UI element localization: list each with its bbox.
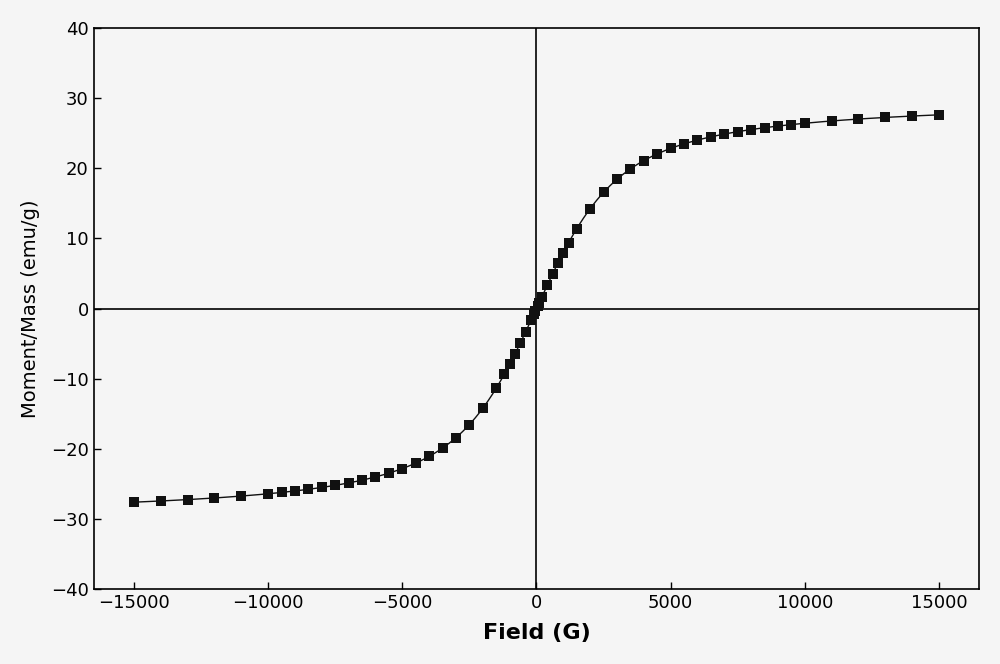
Point	[850, 114, 866, 124]
Point	[569, 224, 585, 234]
Point	[488, 383, 504, 394]
Point	[408, 457, 424, 468]
Point	[512, 338, 528, 349]
Point	[367, 471, 383, 482]
Point	[507, 349, 523, 359]
Point	[527, 306, 543, 317]
Point	[260, 489, 276, 499]
Point	[676, 139, 692, 149]
Point	[461, 419, 477, 430]
Point	[730, 126, 746, 137]
Point	[435, 443, 451, 454]
Point	[904, 111, 920, 122]
Point	[622, 163, 638, 174]
Point	[534, 291, 550, 302]
Point	[381, 468, 397, 479]
Point	[877, 112, 893, 123]
Point	[561, 237, 577, 248]
Point	[518, 327, 534, 337]
Point	[663, 143, 679, 154]
Point	[531, 297, 547, 308]
Point	[126, 497, 142, 507]
Point	[596, 187, 612, 198]
Point	[797, 118, 813, 129]
Point	[502, 359, 518, 370]
Point	[274, 487, 290, 498]
Point	[530, 300, 546, 311]
Point	[233, 491, 249, 501]
Point	[421, 451, 437, 461]
Point	[394, 463, 410, 474]
Point	[354, 475, 370, 485]
Point	[327, 480, 343, 491]
Point	[649, 149, 665, 159]
Point	[341, 477, 357, 488]
Point	[526, 309, 542, 319]
Point	[931, 110, 947, 120]
Point	[689, 135, 705, 145]
Point	[703, 131, 719, 142]
Point	[206, 493, 222, 503]
Point	[636, 155, 652, 166]
Point	[743, 124, 759, 135]
Point	[757, 122, 773, 133]
Point	[523, 315, 539, 325]
Point	[783, 120, 799, 130]
Point	[539, 280, 555, 291]
Point	[287, 485, 303, 496]
Point	[770, 121, 786, 131]
Point	[180, 494, 196, 505]
Point	[824, 116, 840, 126]
Y-axis label: Moment/Mass (emu/g): Moment/Mass (emu/g)	[21, 199, 40, 418]
Point	[314, 482, 330, 493]
Point	[555, 247, 571, 258]
Point	[716, 129, 732, 139]
Point	[582, 203, 598, 214]
Point	[448, 432, 464, 443]
X-axis label: Field (G): Field (G)	[483, 623, 590, 643]
Point	[545, 269, 561, 280]
Point	[609, 174, 625, 185]
Point	[550, 258, 566, 268]
Point	[475, 403, 491, 414]
Point	[300, 484, 316, 495]
Point	[153, 495, 169, 506]
Point	[496, 369, 512, 380]
